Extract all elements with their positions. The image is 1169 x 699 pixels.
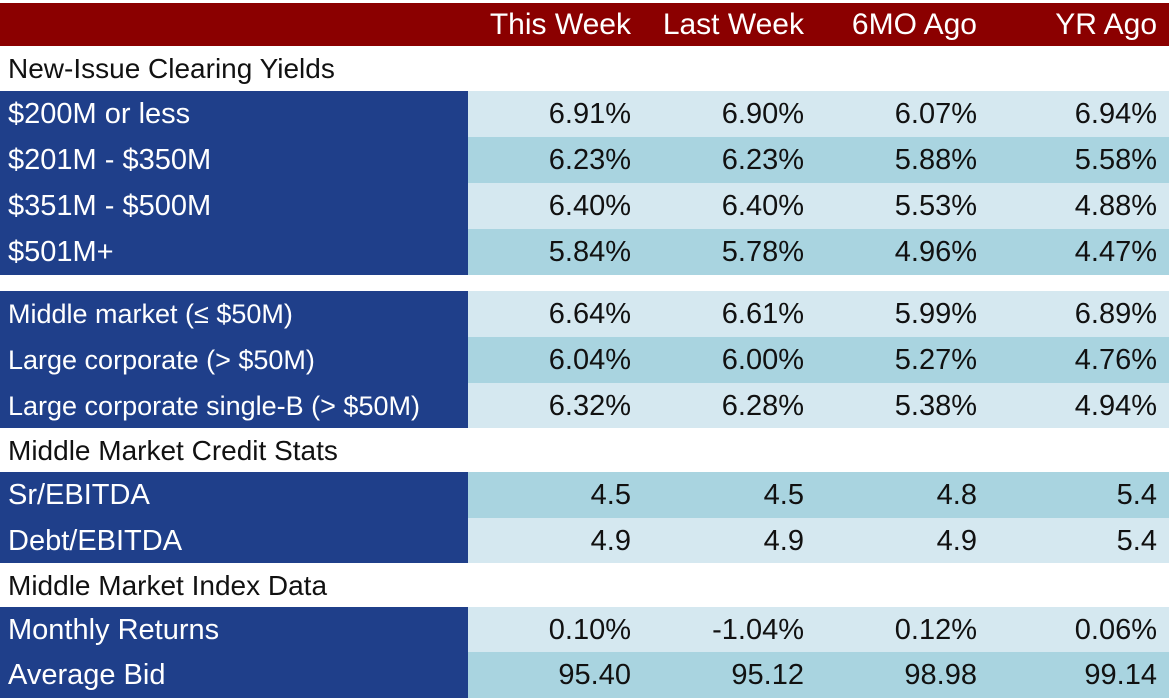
col-header-6mo-ago: 6MO Ago: [851, 7, 977, 41]
cell-this-week: 6.32%: [548, 389, 631, 422]
cell-last-week: -1.04%: [712, 613, 804, 646]
row-label: Monthly Returns: [0, 607, 468, 653]
cell-this-week: 95.40: [558, 658, 631, 691]
row-label: Large corporate single-B (> $50M): [0, 383, 468, 429]
cell-yr-ago: 99.14: [1084, 658, 1157, 691]
cell-yr-ago: 5.4: [1116, 478, 1157, 511]
cell-last-week: 6.40%: [721, 189, 804, 222]
row-label: Debt/EBITDA: [0, 518, 468, 564]
cell-yr-ago: 5.58%: [1074, 143, 1157, 176]
cell-yr-ago: 4.76%: [1074, 343, 1157, 376]
cell-last-week: 6.90%: [721, 97, 804, 130]
cell-this-week: 4.9: [590, 524, 631, 557]
table-header: This Week Last Week 6MO Ago YR Ago: [0, 3, 1169, 46]
row-label: $501M+: [0, 229, 468, 275]
cell-yr-ago: 0.06%: [1074, 613, 1157, 646]
table-row: Average Bid 95.40 95.12 98.98 99.14: [0, 652, 1169, 698]
cell-this-week: 6.91%: [548, 97, 631, 130]
section-index-data: Middle Market Index Data: [0, 563, 1169, 608]
cell-this-week: 6.23%: [548, 143, 631, 176]
cell-6mo-ago: 98.98: [904, 658, 977, 691]
section-title: Middle Market Credit Stats: [8, 434, 338, 466]
section-new-issue: New-Issue Clearing Yields: [0, 46, 1169, 91]
row-label: Large corporate (> $50M): [0, 337, 468, 383]
cell-this-week: 5.84%: [548, 235, 631, 268]
cell-6mo-ago: 5.99%: [894, 297, 977, 330]
row-label: $200M or less: [0, 91, 468, 137]
cell-last-week: 6.23%: [721, 143, 804, 176]
cell-yr-ago: 6.89%: [1074, 297, 1157, 330]
row-label: Middle market (≤ $50M): [0, 291, 468, 337]
col-header-yr-ago: YR Ago: [1055, 7, 1157, 41]
cell-last-week: 4.5: [763, 478, 804, 511]
row-label: $351M - $500M: [0, 183, 468, 229]
cell-6mo-ago: 4.9: [936, 524, 977, 557]
cell-6mo-ago: 4.8: [936, 478, 977, 511]
cell-6mo-ago: 5.88%: [894, 143, 977, 176]
table-row: Sr/EBITDA 4.5 4.5 4.8 5.4: [0, 472, 1169, 518]
cell-this-week: 0.10%: [548, 613, 631, 646]
table-row: $200M or less 6.91% 6.90% 6.07% 6.94%: [0, 91, 1169, 137]
cell-6mo-ago: 5.53%: [894, 189, 977, 222]
table-row: Middle market (≤ $50M) 6.64% 6.61% 5.99%…: [0, 291, 1169, 337]
cell-yr-ago: 4.88%: [1074, 189, 1157, 222]
cell-last-week: 6.28%: [721, 389, 804, 422]
row-divider: [0, 275, 1169, 291]
table-row: $501M+ 5.84% 5.78% 4.96% 4.47%: [0, 229, 1169, 275]
cell-this-week: 6.64%: [548, 297, 631, 330]
cell-this-week: 6.40%: [548, 189, 631, 222]
cell-6mo-ago: 0.12%: [894, 613, 977, 646]
row-label: Average Bid: [0, 652, 468, 698]
cell-last-week: 5.78%: [721, 235, 804, 268]
cell-yr-ago: 6.94%: [1074, 97, 1157, 130]
cell-6mo-ago: 5.38%: [894, 389, 977, 422]
table-row: Large corporate single-B (> $50M) 6.32% …: [0, 383, 1169, 429]
cell-last-week: 4.9: [763, 524, 804, 557]
section-title: New-Issue Clearing Yields: [8, 52, 335, 84]
table-row: Monthly Returns 0.10% -1.04% 0.12% 0.06%: [0, 607, 1169, 653]
section-credit-stats: Middle Market Credit Stats: [0, 428, 1169, 473]
table-row: $351M - $500M 6.40% 6.40% 5.53% 4.88%: [0, 183, 1169, 229]
cell-this-week: 4.5: [590, 478, 631, 511]
row-label: Sr/EBITDA: [0, 472, 468, 518]
table-row: Large corporate (> $50M) 6.04% 6.00% 5.2…: [0, 337, 1169, 383]
cell-yr-ago: 4.47%: [1074, 235, 1157, 268]
cell-yr-ago: 4.94%: [1074, 389, 1157, 422]
cell-6mo-ago: 6.07%: [894, 97, 977, 130]
col-header-last-week: Last Week: [662, 7, 804, 41]
cell-6mo-ago: 5.27%: [894, 343, 977, 376]
section-title: Middle Market Index Data: [8, 569, 328, 601]
cell-last-week: 6.00%: [721, 343, 804, 376]
table-row: $201M - $350M 6.23% 6.23% 5.88% 5.58%: [0, 137, 1169, 183]
cell-last-week: 95.12: [731, 658, 804, 691]
cell-this-week: 6.04%: [548, 343, 631, 376]
cell-last-week: 6.61%: [721, 297, 804, 330]
table-row: Debt/EBITDA 4.9 4.9 4.9 5.4: [0, 518, 1169, 564]
cell-6mo-ago: 4.96%: [894, 235, 977, 268]
cell-yr-ago: 5.4: [1116, 524, 1157, 557]
col-header-this-week: This Week: [489, 7, 631, 41]
row-label: $201M - $350M: [0, 137, 468, 183]
